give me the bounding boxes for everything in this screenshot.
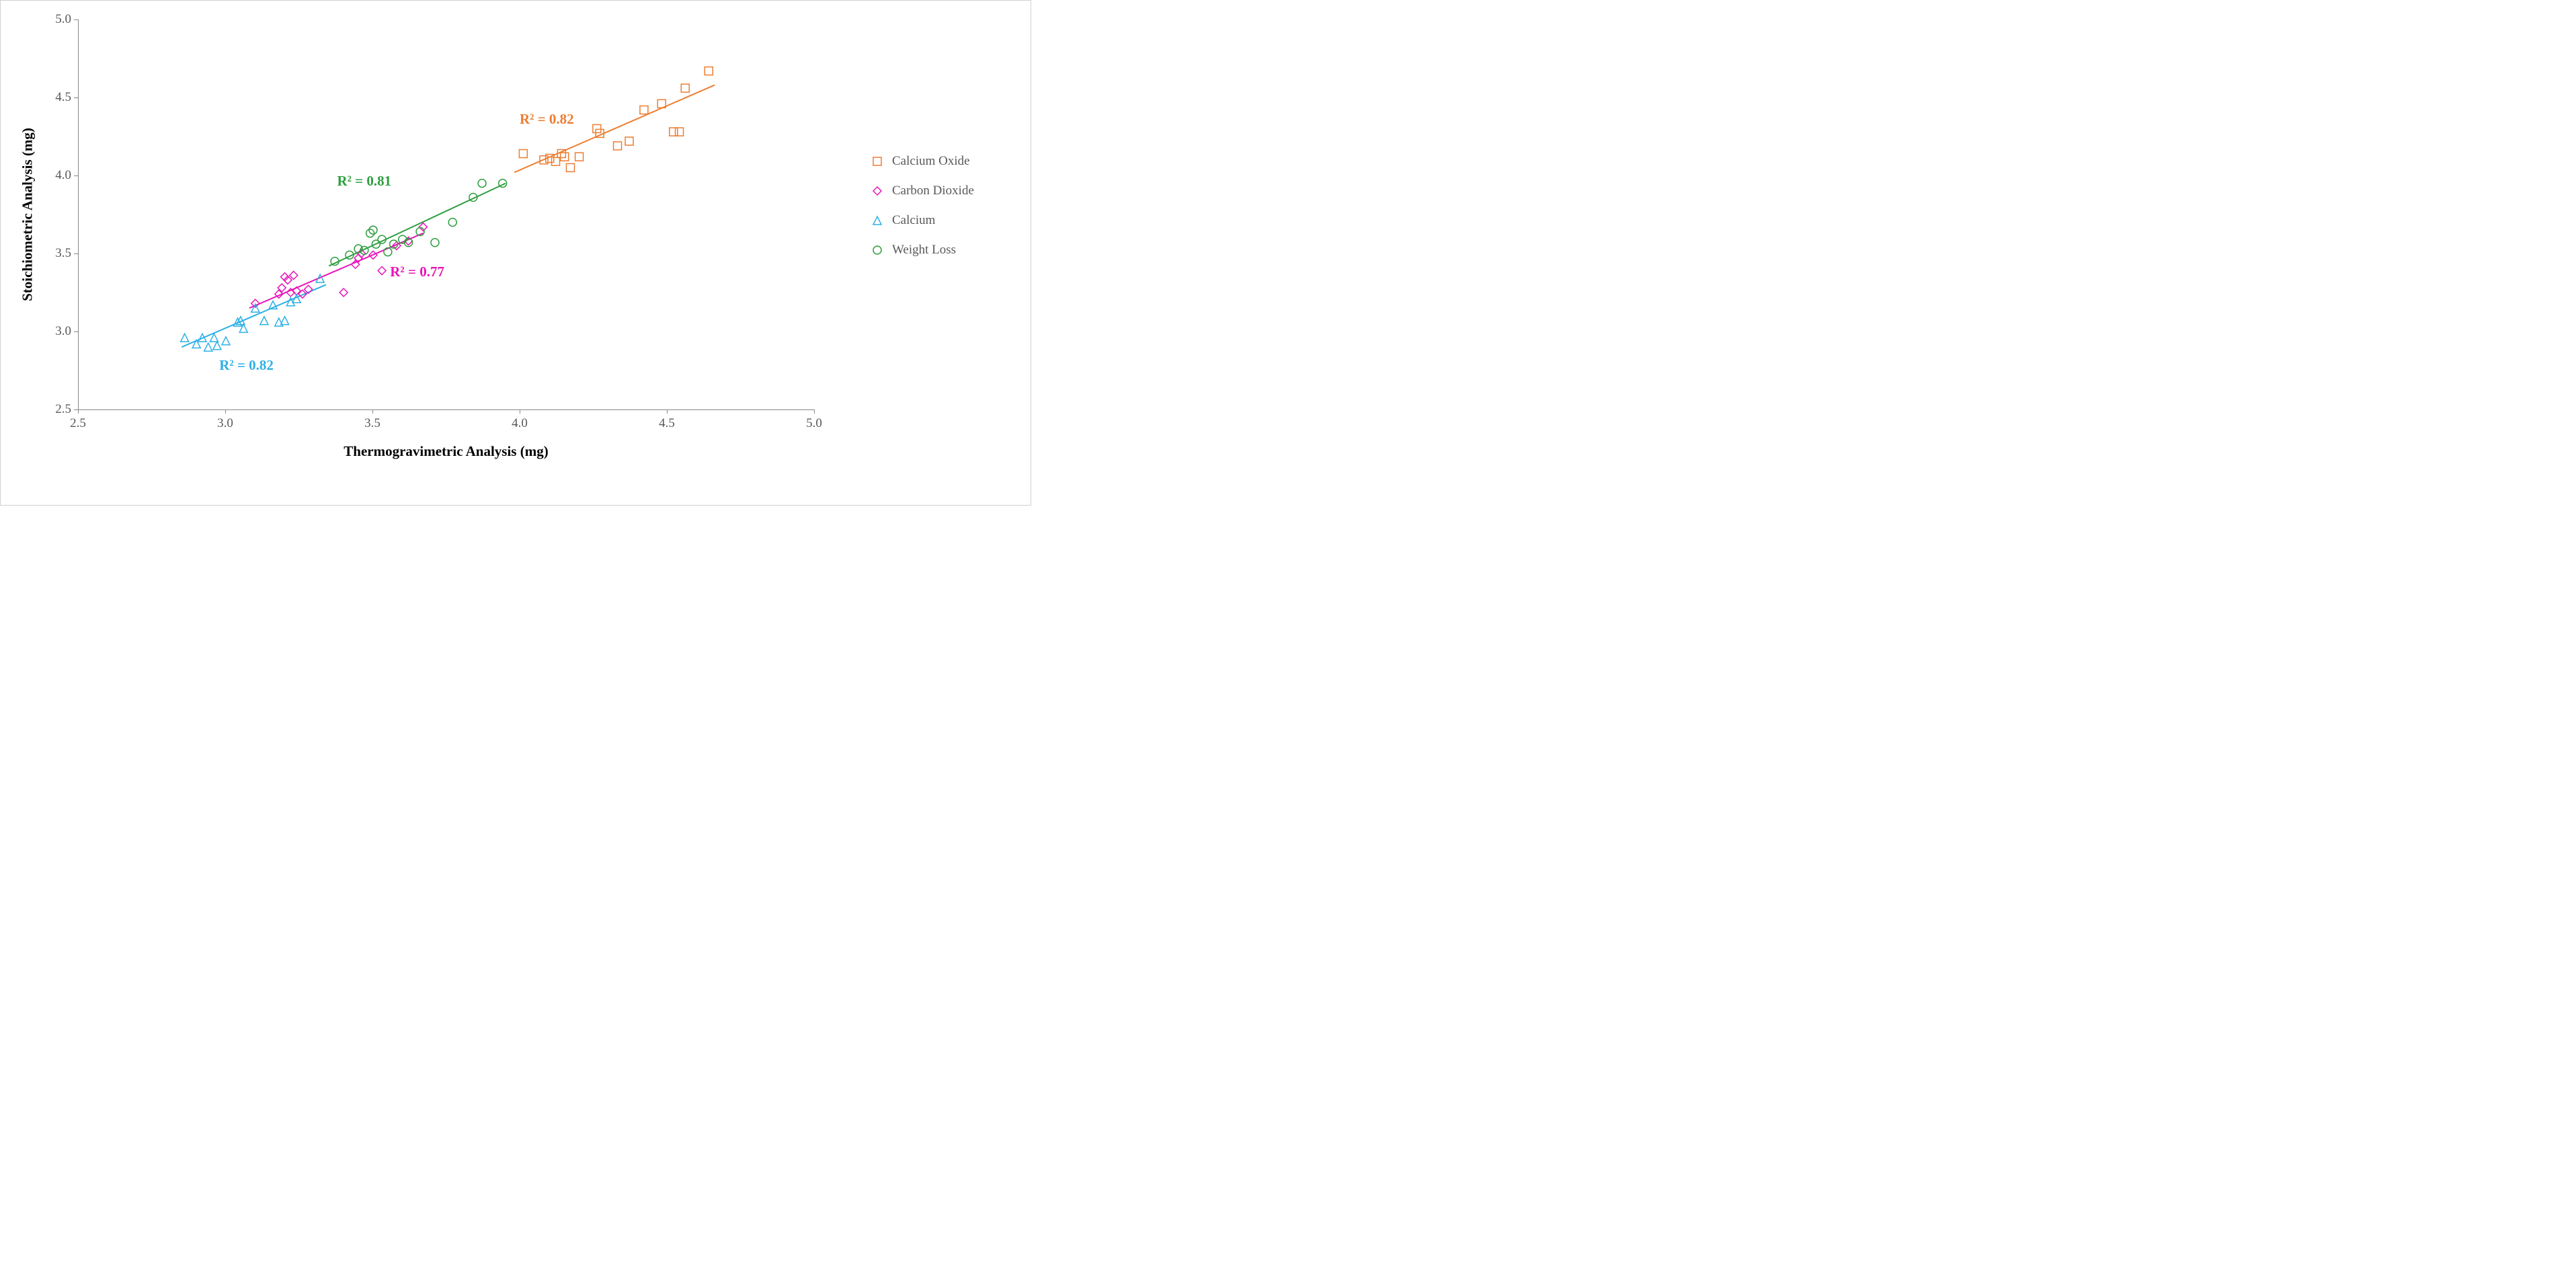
x-tick-mark: [78, 409, 79, 413]
x-tick-mark: [814, 409, 815, 413]
x-tick-label: 3.5: [364, 416, 380, 431]
square-icon: [867, 155, 888, 168]
legend-label: Calcium Oxide: [892, 154, 970, 169]
y-tick-label: 2.5: [55, 402, 71, 417]
x-tick-mark: [225, 409, 226, 413]
circle-icon: [867, 243, 888, 257]
legend-label: Calcium: [892, 213, 935, 228]
trendline: [182, 284, 326, 347]
x-tick-label: 2.5: [70, 416, 86, 431]
legend-label: Carbon Dioxide: [892, 184, 974, 198]
y-tick-label: 5.0: [55, 12, 71, 27]
r2-annotation: R² = 0.81: [337, 173, 391, 190]
legend: Calcium Oxide Carbon Dioxide Calcium Weight…: [867, 154, 974, 272]
y-tick-label: 4.0: [55, 168, 71, 183]
x-tick-label: 4.0: [512, 416, 528, 431]
x-tick-label: 3.0: [217, 416, 233, 431]
trendline: [329, 184, 506, 266]
legend-item: Carbon Dioxide: [867, 184, 974, 198]
plot-area: [78, 19, 815, 410]
series-weight-loss: [331, 180, 507, 266]
triangle-icon: [867, 214, 888, 227]
trendline: [514, 85, 715, 172]
y-tick-label: 3.0: [55, 324, 71, 339]
r2-annotation: R² = 0.77: [390, 264, 444, 280]
legend-item: Calcium Oxide: [867, 154, 974, 169]
legend-item: Weight Loss: [867, 243, 974, 258]
r2-annotation: R² = 0.82: [219, 357, 274, 374]
y-tick-label: 4.5: [55, 90, 71, 105]
chart-container: Stoichiometric Analysis (mg) 2.5 3.0 3.5 4.…: [0, 0, 1031, 506]
legend-item: Calcium: [867, 213, 974, 228]
plot-svg: [79, 19, 815, 409]
series-calcium: [181, 274, 324, 351]
legend-label: Weight Loss: [892, 243, 956, 258]
y-axis-label: Stoichiometric Analysis (mg): [19, 128, 36, 301]
x-tick-label: 4.5: [659, 416, 675, 431]
diamond-icon: [867, 184, 888, 198]
x-tick-label: 5.0: [806, 416, 822, 431]
x-tick-mark: [372, 409, 373, 413]
x-tick-mark: [667, 409, 668, 413]
x-axis-label: Thermogravimetric Analysis (mg): [344, 443, 548, 460]
r2-annotation: R² = 0.82: [520, 111, 574, 128]
y-tick-label: 3.5: [55, 246, 71, 261]
